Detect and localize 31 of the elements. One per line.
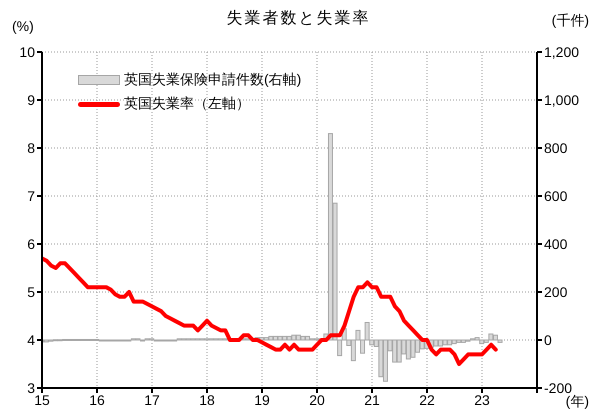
chart-title: 失業者数と失業率 [226,10,370,27]
x-tick-label: 23 [474,392,490,408]
legend-label: 英国失業保険申請件数(右軸) [124,71,302,89]
x-tick-label: 18 [199,392,215,408]
y2-tick-label: 0 [544,332,552,348]
x-tick-label: 19 [254,392,270,408]
x-tick-label: 16 [89,392,105,408]
y-tick-label: 5 [27,284,36,300]
y-axis-title: (%) [12,18,34,34]
y-tick-label: 10 [19,44,36,60]
y-tick-label: 8 [27,140,36,156]
x-tick-label: 21 [364,392,380,408]
y2-tick-label: 400 [544,236,568,252]
y2-tick-label: -200 [544,380,572,396]
legend-label: 英国失業率（左軸） [124,95,250,113]
y-tick-label: 4 [27,332,36,348]
x-tick-label: 15 [34,392,50,408]
y2-tick-label: 1,000 [544,92,580,108]
y2-axis-title: (千件) [552,12,589,30]
y-tick-label: 6 [27,236,36,252]
y-tick-label: 7 [27,188,36,204]
x-axis-title: (年) [566,393,589,411]
y2-tick-label: 600 [544,188,568,204]
y2-tick-label: 200 [544,284,568,300]
y2-tick-label: 800 [544,140,568,156]
x-tick-label: 20 [309,392,325,408]
x-tick-label: 17 [144,392,160,408]
y2-tick-label: 1,200 [544,44,580,60]
x-tick-label: 22 [419,392,435,408]
y-tick-label: 9 [27,92,36,108]
y-tick-label: 3 [27,380,36,396]
